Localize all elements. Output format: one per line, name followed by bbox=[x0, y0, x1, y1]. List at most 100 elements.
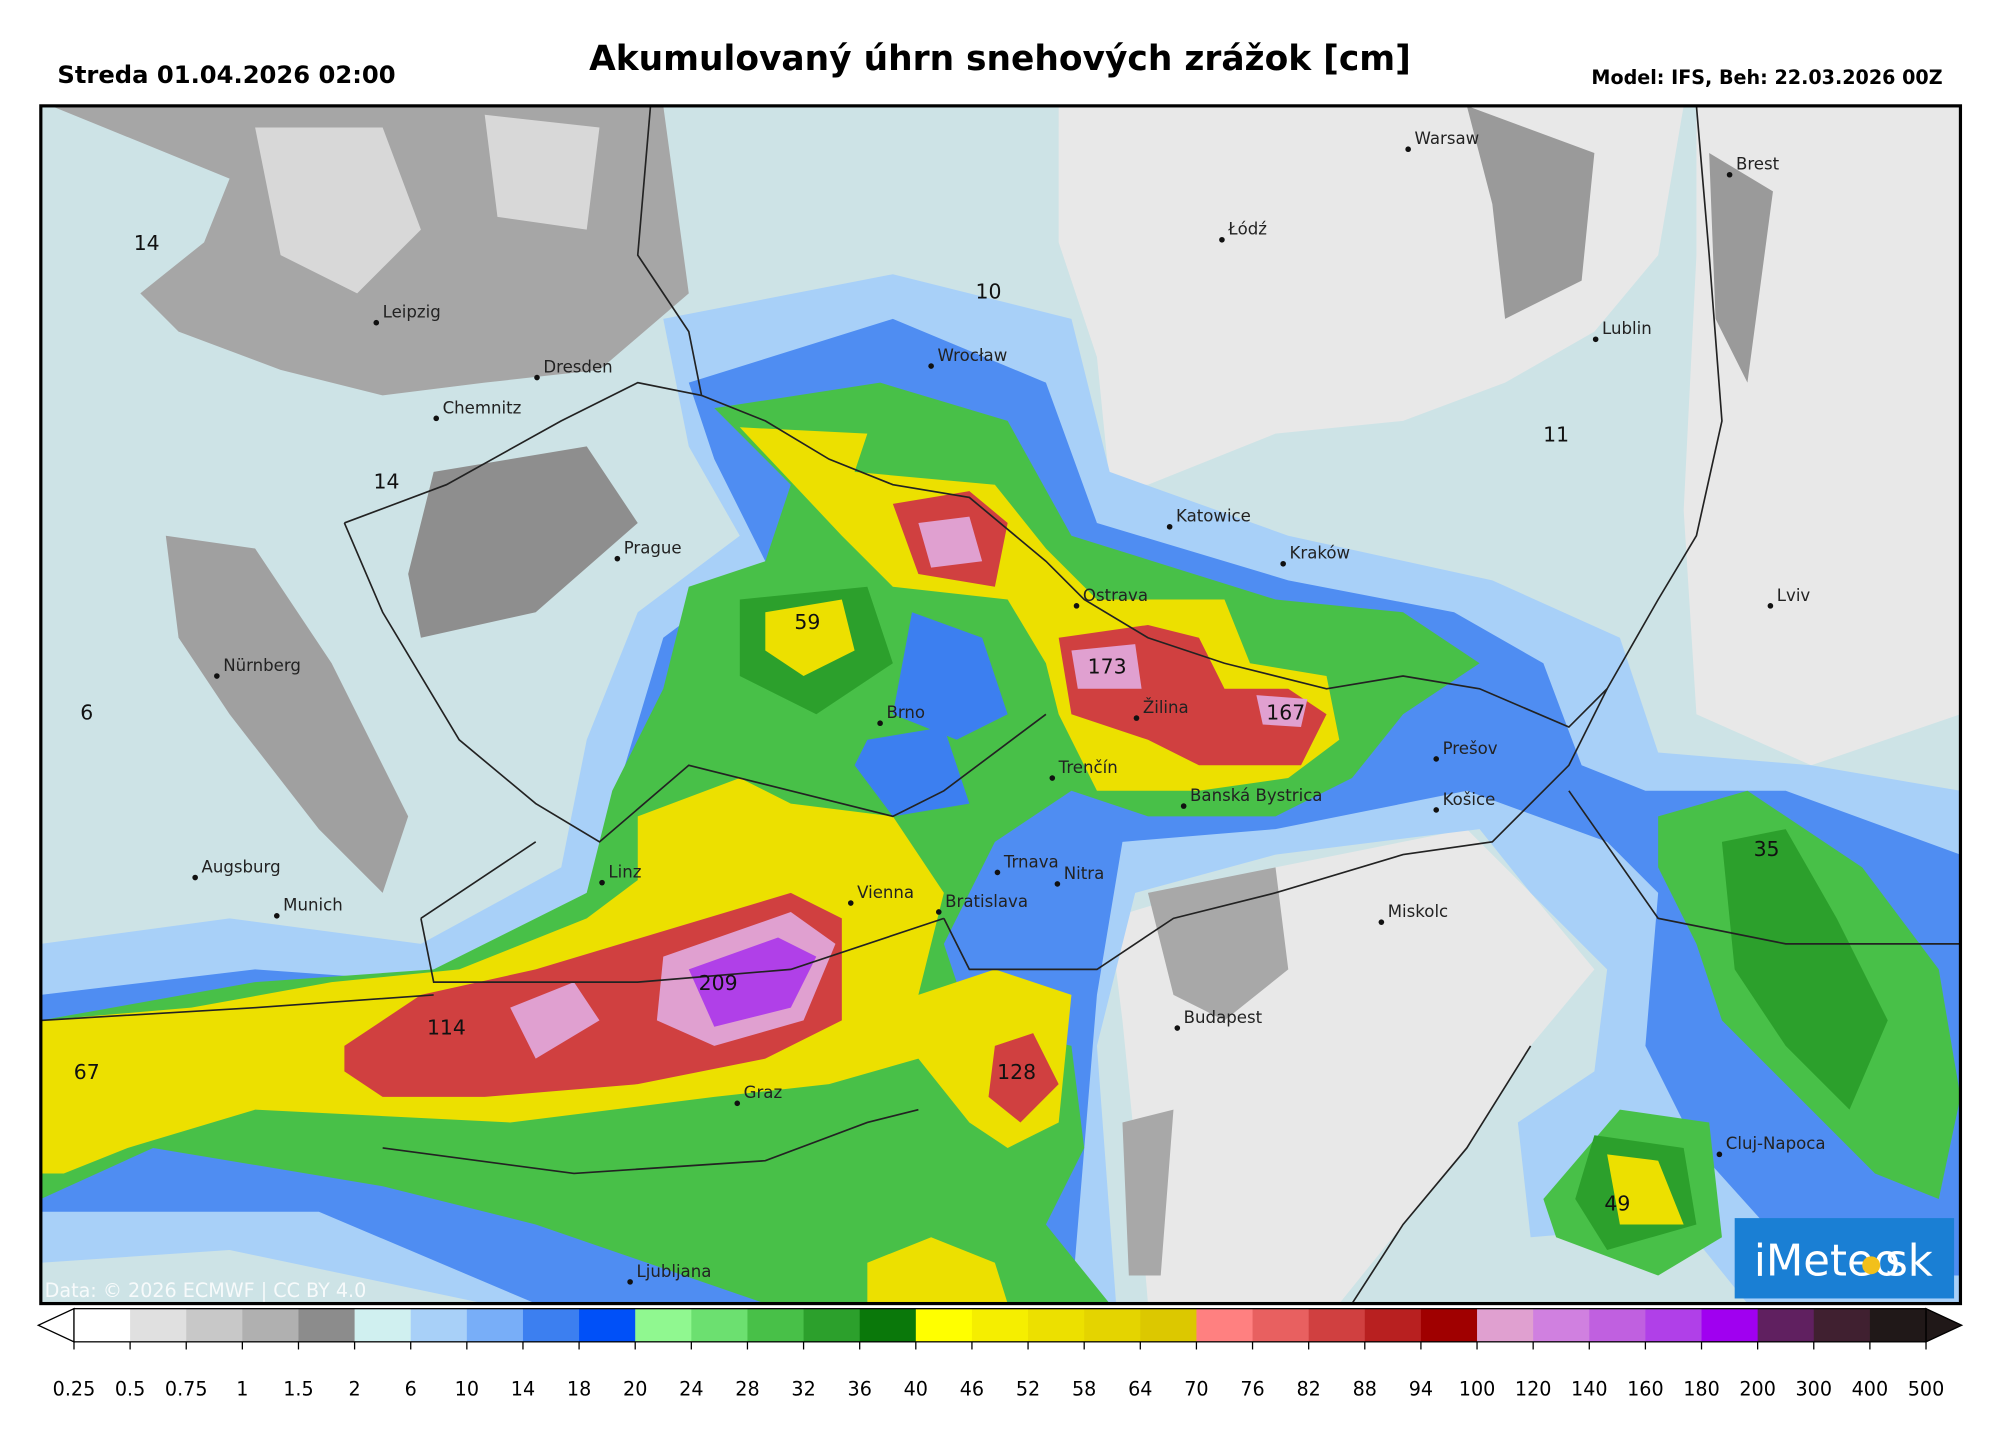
city-label: Budapest bbox=[1184, 1008, 1263, 1027]
city-label: Košice bbox=[1443, 790, 1496, 809]
city-label: Trnava bbox=[1003, 852, 1059, 871]
colorbar-segment bbox=[1196, 1308, 1254, 1342]
city-label: Dresden bbox=[543, 357, 612, 376]
logo-box bbox=[1734, 1218, 1955, 1299]
colorbar-tick-label: 120 bbox=[1515, 1377, 1552, 1400]
colorbar-segment bbox=[186, 1308, 243, 1342]
colorbar-segment bbox=[579, 1308, 636, 1342]
colorbar: 0.25 0.5 0.75 1 1.5 2 6 10 14 18 20 24 28 32 36 40 46 52 5… bbox=[36, 1307, 1964, 1400]
city-dot bbox=[192, 874, 198, 881]
value-label: 49 bbox=[1604, 1191, 1630, 1215]
value-label: 167 bbox=[1266, 700, 1305, 724]
city-dot bbox=[1073, 603, 1080, 609]
city-dot bbox=[1280, 560, 1286, 567]
city-label: Lublin bbox=[1602, 319, 1652, 338]
date-label: Streda 01.04.2026 02:00 bbox=[57, 61, 395, 89]
model-label: Model: IFS, Beh: 22.03.2026 00Z bbox=[1591, 66, 1942, 89]
colorbar-tick-label: 70 bbox=[1184, 1377, 1208, 1400]
city-label: Prague bbox=[624, 539, 682, 558]
city-dot bbox=[994, 869, 1001, 876]
colorbar-tick-label: 36 bbox=[848, 1377, 872, 1400]
colorbar-segment bbox=[1364, 1308, 1422, 1342]
city-dot bbox=[433, 415, 440, 422]
city-dot bbox=[1049, 775, 1056, 781]
colorbar-segment bbox=[1869, 1308, 1927, 1342]
city-label: Nitra bbox=[1064, 864, 1104, 883]
city-label: Wrocław bbox=[938, 346, 1008, 365]
colorbar-tick-label: 1.5 bbox=[283, 1377, 313, 1400]
value-label: 11 bbox=[1543, 422, 1569, 446]
colorbar-segment bbox=[298, 1308, 356, 1342]
colorbar-tick-label: 140 bbox=[1571, 1377, 1608, 1400]
city-label: Vienna bbox=[857, 883, 914, 902]
colorbar-tick-label: 500 bbox=[1908, 1377, 1945, 1400]
value-label: 114 bbox=[427, 1015, 466, 1039]
colorbar-tick-label: 10 bbox=[455, 1377, 479, 1400]
city-label: Brno bbox=[886, 703, 925, 722]
city-label: Trenčín bbox=[1058, 758, 1118, 777]
colorbar-tick-label: 100 bbox=[1459, 1377, 1496, 1400]
city-label: Chemnitz bbox=[443, 398, 522, 417]
value-label: 6 bbox=[80, 700, 93, 724]
city-dot bbox=[614, 555, 621, 562]
colorbar-segment bbox=[859, 1308, 917, 1342]
value-label: 173 bbox=[1088, 654, 1127, 678]
logo-text-right: sk bbox=[1885, 1237, 1933, 1287]
colorbar-tick-label: 180 bbox=[1683, 1377, 1720, 1400]
colorbar-tick-label: 64 bbox=[1128, 1377, 1152, 1400]
value-label: 67 bbox=[74, 1060, 100, 1084]
colorbar-tick-label: 88 bbox=[1353, 1377, 1377, 1400]
city-label: Ostrava bbox=[1083, 586, 1148, 605]
city-dot bbox=[928, 363, 934, 369]
city-dot bbox=[599, 879, 605, 886]
colorbar-frame bbox=[73, 1308, 1927, 1343]
value-label: 14 bbox=[134, 231, 160, 255]
value-label: 59 bbox=[794, 610, 820, 634]
city-dot bbox=[1726, 171, 1733, 178]
colorbar-arrow-left bbox=[36, 1307, 75, 1343]
title: Akumulovaný úhrn snehových zrážok [cm] bbox=[589, 39, 1411, 79]
colorbar-tick-label: 0.25 bbox=[53, 1377, 96, 1400]
colorbar-segment bbox=[242, 1308, 300, 1342]
colorbar-segment bbox=[1084, 1308, 1141, 1342]
borders bbox=[40, 105, 1961, 1304]
map-area bbox=[40, 105, 1961, 1304]
city-dot bbox=[1716, 1151, 1723, 1158]
colorbar-segment bbox=[915, 1308, 973, 1342]
colorbar-segment bbox=[635, 1308, 692, 1342]
city-label: Linz bbox=[608, 863, 641, 882]
value-label: 209 bbox=[699, 971, 738, 995]
colorbar-tick-label: 76 bbox=[1240, 1377, 1264, 1400]
colorbar-segment bbox=[971, 1308, 1029, 1342]
colorbar-segment bbox=[1477, 1308, 1534, 1342]
city-label: Banská Bystrica bbox=[1190, 786, 1322, 805]
colorbar-segment bbox=[1645, 1308, 1703, 1342]
city-dot bbox=[1378, 919, 1385, 925]
value-label: 14 bbox=[374, 470, 400, 494]
city-label: Warsaw bbox=[1415, 129, 1480, 148]
city-dot bbox=[877, 720, 883, 727]
colorbar-tick-label: 52 bbox=[1016, 1377, 1040, 1400]
city-dot bbox=[1433, 756, 1440, 762]
colorbar-tick-label: 20 bbox=[623, 1377, 647, 1400]
colorbar-segment bbox=[1140, 1308, 1198, 1342]
city-dot bbox=[1592, 336, 1599, 343]
city-dot bbox=[1054, 881, 1061, 887]
colorbar-segment bbox=[522, 1308, 580, 1342]
city-dot bbox=[847, 900, 854, 906]
colorbar-segment bbox=[354, 1308, 412, 1342]
colorbar-tick-label: 94 bbox=[1409, 1377, 1433, 1400]
colorbar-tick-label: 82 bbox=[1296, 1377, 1320, 1400]
city-dot bbox=[1174, 1025, 1181, 1031]
city-label: Nürnberg bbox=[223, 656, 301, 675]
colorbar-tick-label: 46 bbox=[960, 1377, 984, 1400]
colorbar-segment bbox=[747, 1308, 805, 1342]
colorbar-segment bbox=[1701, 1308, 1759, 1342]
colorbar-tick-label: 300 bbox=[1796, 1377, 1833, 1400]
city-dot bbox=[1166, 523, 1173, 530]
colorbar-segment bbox=[73, 1308, 131, 1342]
colorbar-segment bbox=[1308, 1308, 1366, 1342]
city-dot bbox=[935, 909, 942, 915]
